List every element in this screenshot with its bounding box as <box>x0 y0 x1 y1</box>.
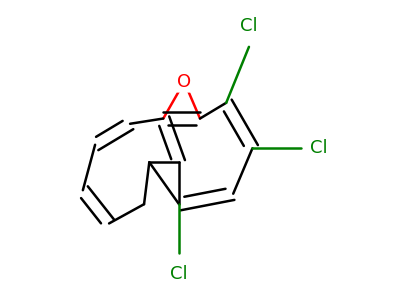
Text: O: O <box>177 73 191 91</box>
Text: Cl: Cl <box>240 17 258 35</box>
Text: Cl: Cl <box>170 265 188 283</box>
Text: Cl: Cl <box>310 139 328 157</box>
